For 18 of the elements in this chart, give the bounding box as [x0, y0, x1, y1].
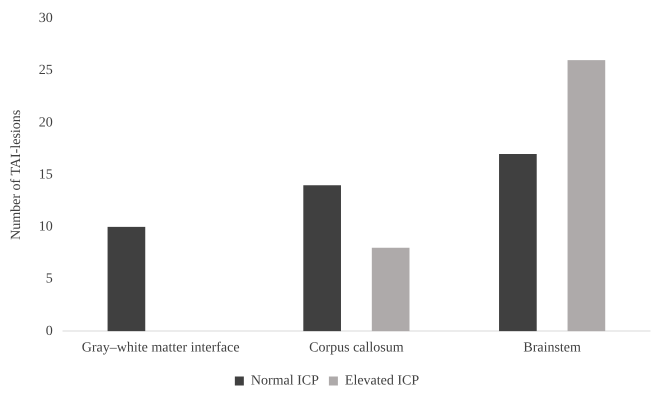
- x-tick-label: Corpus callosum: [309, 340, 404, 356]
- y-tick-label: 5: [46, 272, 53, 287]
- bar: [568, 60, 606, 332]
- bar: [303, 185, 341, 332]
- legend-label: Elevated ICP: [344, 374, 420, 389]
- y-tick-label: 0: [46, 324, 53, 339]
- y-tick-label: 15: [38, 167, 53, 182]
- bar: [372, 248, 410, 332]
- x-tick-label: Brainstem: [523, 340, 582, 356]
- bar: [108, 226, 146, 332]
- y-tick-label: 10: [38, 220, 53, 235]
- bar: [499, 154, 537, 332]
- legend-label: Normal ICP: [250, 374, 320, 389]
- x-tick-label: Gray–white matter interface: [82, 340, 240, 356]
- y-tick-label: 20: [38, 115, 53, 130]
- y-tick-label: 30: [38, 11, 53, 26]
- y-axis-title: Number of TAI-lesions: [9, 110, 24, 240]
- y-tick-label: 25: [38, 63, 53, 78]
